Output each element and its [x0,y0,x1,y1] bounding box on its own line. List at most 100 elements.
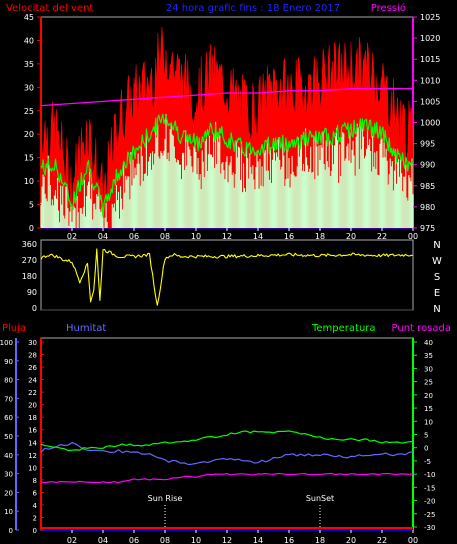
climate-time-label: 10 [191,536,201,544]
rain-header: Pluja [2,323,26,334]
pressure-axis-label: 1020 [420,34,440,43]
wind-axis-label: 15 [24,154,34,163]
temperature-axis-label: 5 [424,432,428,440]
wind-time-label: 20 [346,232,356,241]
rain-axis-label: 18 [28,414,37,422]
temperature-axis-label: 0 [424,445,428,453]
temperature-axis-label: -10 [424,471,435,479]
wind-axis-label: 10 [24,177,34,186]
compass-letter: N [433,240,440,251]
temperature-axis-label: -30 [424,524,435,532]
wind-axis-label: 25 [24,107,34,116]
wind-time-label: 08 [160,232,170,241]
pressure-axis-label: 1015 [420,55,440,64]
humidity-axis-label: 40 [4,452,13,460]
climate-time-label: 00 [408,536,418,544]
rain-axis-label: 10 [28,464,37,472]
rain-axis-label: 0 [33,527,37,535]
temperature-axis-label: 35 [424,352,433,360]
humidity-axis-label: 10 [4,508,13,516]
direction-axis-label: 180 [22,272,37,281]
temperature-axis-label: -20 [424,498,435,506]
rain-axis-label: 4 [33,502,38,510]
humidity-series [40,442,414,466]
wind-time-label: 06 [129,232,139,241]
compass-letter: N [433,304,440,315]
humidity-axis-label: 80 [4,377,13,385]
wind-axis-label: 45 [24,13,34,22]
temperature-axis-label: 10 [424,418,433,426]
pressure-axis-label: 1000 [420,119,440,128]
dewpoint-header: Punt rosada [392,323,451,334]
rain-axis-label: 12 [28,452,37,460]
humidity-axis-label: 20 [4,489,13,497]
temperature-axis-label: 20 [424,392,433,400]
chart-date-title: 24 hora grafic fins : 18 Enero 2017 [166,3,340,14]
humidity-axis-label: 100 [0,339,13,347]
compass-letter: W [432,256,442,267]
wind-axis-label: 35 [24,60,34,69]
direction-axis-label: 90 [27,288,37,297]
rain-axis-label: 14 [28,439,37,447]
pressure-axis-label: 975 [420,224,435,233]
data-layer: Sun Rise SunSet [40,26,414,529]
rain-axis-label: 2 [33,514,37,522]
wind-axis-label: 40 [24,36,34,45]
climate-time-label: 22 [377,536,387,544]
temperature-axis-label: 40 [424,339,433,347]
rain-axis-label: 24 [28,377,37,385]
pressure-axis-label: 985 [420,182,435,191]
humidity-axis-label: 30 [4,471,13,479]
humidity-header: Humitat [66,323,106,334]
pressure-axis-label: 1005 [420,97,440,106]
wind-axis-label: 0 [29,224,34,233]
pressure-axis-label: 980 [420,203,435,212]
temperature-axis-label: 25 [424,379,433,387]
temperature-axis-label: -15 [424,484,435,492]
direction-series [40,248,414,306]
rain-axis-label: 30 [28,339,37,347]
rain-axis-label: 8 [33,477,37,485]
wind-time-label: 04 [98,232,108,241]
wind-speed-title: Velocitat del vent [6,3,93,14]
wind-time-label: 10 [191,232,201,241]
wind-time-label: 00 [408,232,418,241]
rain-axis-label: 20 [28,402,37,410]
humidity-axis-label: 60 [4,414,13,422]
pressure-axis-label: 990 [420,161,435,170]
climate-time-label: 08 [160,536,170,544]
climate-time-label: 12 [222,536,232,544]
pressure-title: Pressió [371,2,406,14]
humidity-axis-label: 50 [4,433,13,441]
wind-time-label: 16 [284,232,294,241]
wind-axis-label: 30 [24,83,34,92]
wind-axis-label: 20 [24,130,34,139]
sunset-label: SunSet [306,494,334,503]
temperature-axis-label: -5 [424,458,431,466]
pressure-axis-label: 1025 [420,13,440,22]
wind-time-label: 22 [377,232,387,241]
temperature-axis-label: 30 [424,365,433,373]
climate-panel-frame [40,337,414,531]
temperature-series [40,430,414,452]
rain-axis-label: 6 [33,489,38,497]
pressure-series [40,88,413,107]
climate-time-label: 02 [67,536,77,544]
wind-time-label: 14 [253,232,263,241]
compass-letter: E [434,288,440,299]
humidity-axis-label: 90 [4,358,13,366]
climate-time-label: 20 [346,536,356,544]
pressure-axis-label: 1010 [420,76,440,85]
pressure-axis-label: 995 [420,140,435,149]
direction-axis-label: 0 [32,304,37,313]
climate-time-label: 04 [98,536,108,544]
dewpoint-series [40,472,414,484]
humidity-axis-label: 0 [9,527,13,535]
climate-time-label: 18 [315,536,325,544]
sunrise-label: Sun Rise [148,494,183,503]
avg-wind-series [40,113,414,218]
direction-axis-label: 270 [22,256,37,265]
